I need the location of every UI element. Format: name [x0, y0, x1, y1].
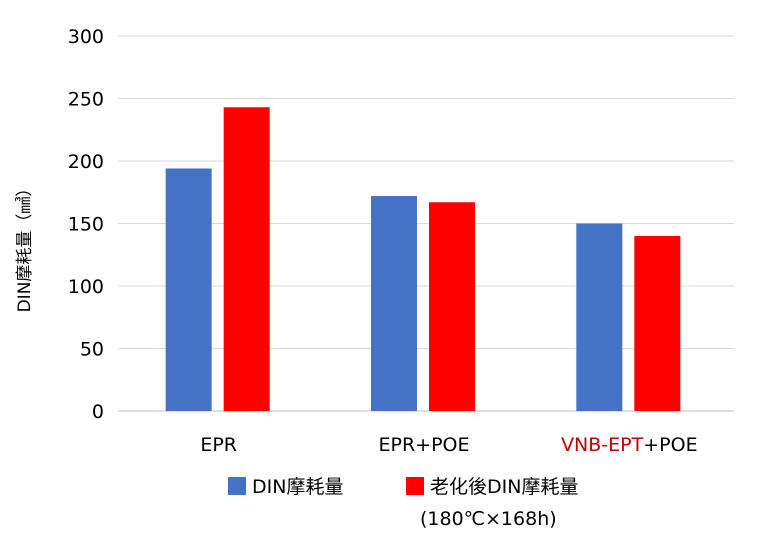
gridlines	[118, 35, 734, 412]
x-category-label-part: EPR	[200, 434, 237, 456]
bar-aged-1	[429, 202, 475, 411]
x-axis-categories: EPR EPR+POE VNB-EPT+POE	[200, 434, 697, 456]
bar-din-1	[371, 196, 417, 411]
x-category-label: EPR	[200, 434, 237, 456]
y-tick-label: 250	[68, 89, 104, 111]
x-category-label-part: VNB-EPT	[561, 434, 644, 456]
legend-item-aged: 老化後DIN摩耗量	[406, 472, 578, 499]
legend-swatch-red	[406, 477, 424, 495]
x-category-label-part: EPR+POE	[378, 434, 469, 456]
x-category-label: VNB-EPT+POE	[561, 434, 698, 456]
legend-swatch-blue	[228, 477, 246, 495]
bar-din-0	[165, 168, 212, 411]
legend-label-din: DIN摩耗量	[252, 476, 344, 498]
y-axis-ticks: 0 50 100 150 200 250 300	[68, 26, 104, 423]
bar-aged-2	[634, 236, 681, 411]
legend-item-din: DIN摩耗量	[228, 472, 343, 499]
legend-label-aged: 老化後DIN摩耗量	[430, 476, 579, 498]
x-category-label-part: +POE	[643, 434, 697, 456]
legend-note: (180℃×168h)	[420, 508, 557, 530]
x-category-label: EPR+POE	[378, 434, 469, 456]
y-tick-label: 0	[92, 401, 104, 423]
y-tick-label: 100	[68, 276, 104, 298]
bar-din-2	[576, 223, 623, 411]
bar-aged-0	[223, 107, 270, 411]
y-axis-label: DIN摩耗量（㎣）	[15, 180, 35, 313]
y-tick-label: 200	[68, 151, 104, 173]
y-tick-label: 150	[68, 214, 104, 236]
y-tick-label: 300	[68, 26, 104, 48]
y-tick-label: 50	[80, 339, 104, 361]
bars	[165, 107, 681, 411]
